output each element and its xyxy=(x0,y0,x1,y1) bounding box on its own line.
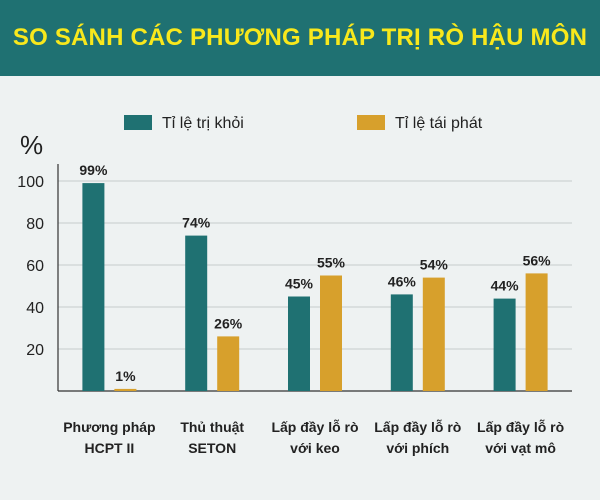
category-label: Lấp đầy lỗ rò với keo xyxy=(271,419,358,456)
bar-recurrence-rate xyxy=(525,273,548,391)
data-label: 54% xyxy=(420,257,449,273)
legend: Tỉ lệ trị khỏi Tỉ lệ tái phát xyxy=(124,115,483,132)
bar-cure-rate xyxy=(288,296,310,391)
bar-cure-rate xyxy=(390,294,413,391)
bar-cure-rate xyxy=(493,298,516,391)
y-tick-label: 60 xyxy=(26,258,44,275)
data-label: 46% xyxy=(388,273,417,289)
data-label: 99% xyxy=(79,162,108,178)
data-label: 26% xyxy=(214,315,243,331)
chart-title: SO SÁNH CÁC PHƯƠNG PHÁP TRỊ RÒ HẬU MÔN xyxy=(12,24,588,51)
data-label: 45% xyxy=(285,276,314,292)
y-tick-label: 100 xyxy=(17,174,44,191)
data-label: 1% xyxy=(115,368,136,384)
y-tick-label: 20 xyxy=(26,342,44,359)
category-label: Lấp đầy lỗ rò với vạt mô xyxy=(477,419,564,456)
grid-layer: 20 40 60 80 100% xyxy=(17,130,572,392)
bar-recurrence-rate xyxy=(114,388,137,391)
category-label: Phương pháp HCPT II xyxy=(63,419,155,456)
data-label: 44% xyxy=(491,278,520,294)
bar-recurrence-rate xyxy=(422,277,445,391)
data-label: 74% xyxy=(182,215,211,231)
bar-cure-rate xyxy=(185,235,208,391)
legend-label: Tỉ lệ tái phát xyxy=(395,115,483,132)
category-label: Lấp đầy lỗ rò với phích xyxy=(374,419,461,456)
y-tick-label: 40 xyxy=(26,300,44,317)
data-label: 55% xyxy=(317,255,346,271)
bar-recurrence-rate xyxy=(217,336,240,391)
title-bar: SO SÁNH CÁC PHƯƠNG PHÁP TRỊ RÒ HẬU MÔN xyxy=(0,0,600,76)
legend-swatch xyxy=(357,115,385,130)
bar-recurrence-rate xyxy=(320,275,342,391)
category-label: Thủ thuật SETON xyxy=(180,419,244,456)
legend-label: Tỉ lệ trị khỏi xyxy=(162,115,244,132)
y-tick-label: 80 xyxy=(26,216,44,233)
bar-cure-rate xyxy=(82,183,105,391)
labels-layer: 99% 1% Phương pháp HCPT II 74% 26% Thủ thuật SE… xyxy=(63,162,564,456)
legend-swatch xyxy=(124,115,152,130)
bars-layer xyxy=(82,183,548,391)
data-label: 56% xyxy=(523,252,552,268)
y-axis-unit: % xyxy=(20,130,43,160)
